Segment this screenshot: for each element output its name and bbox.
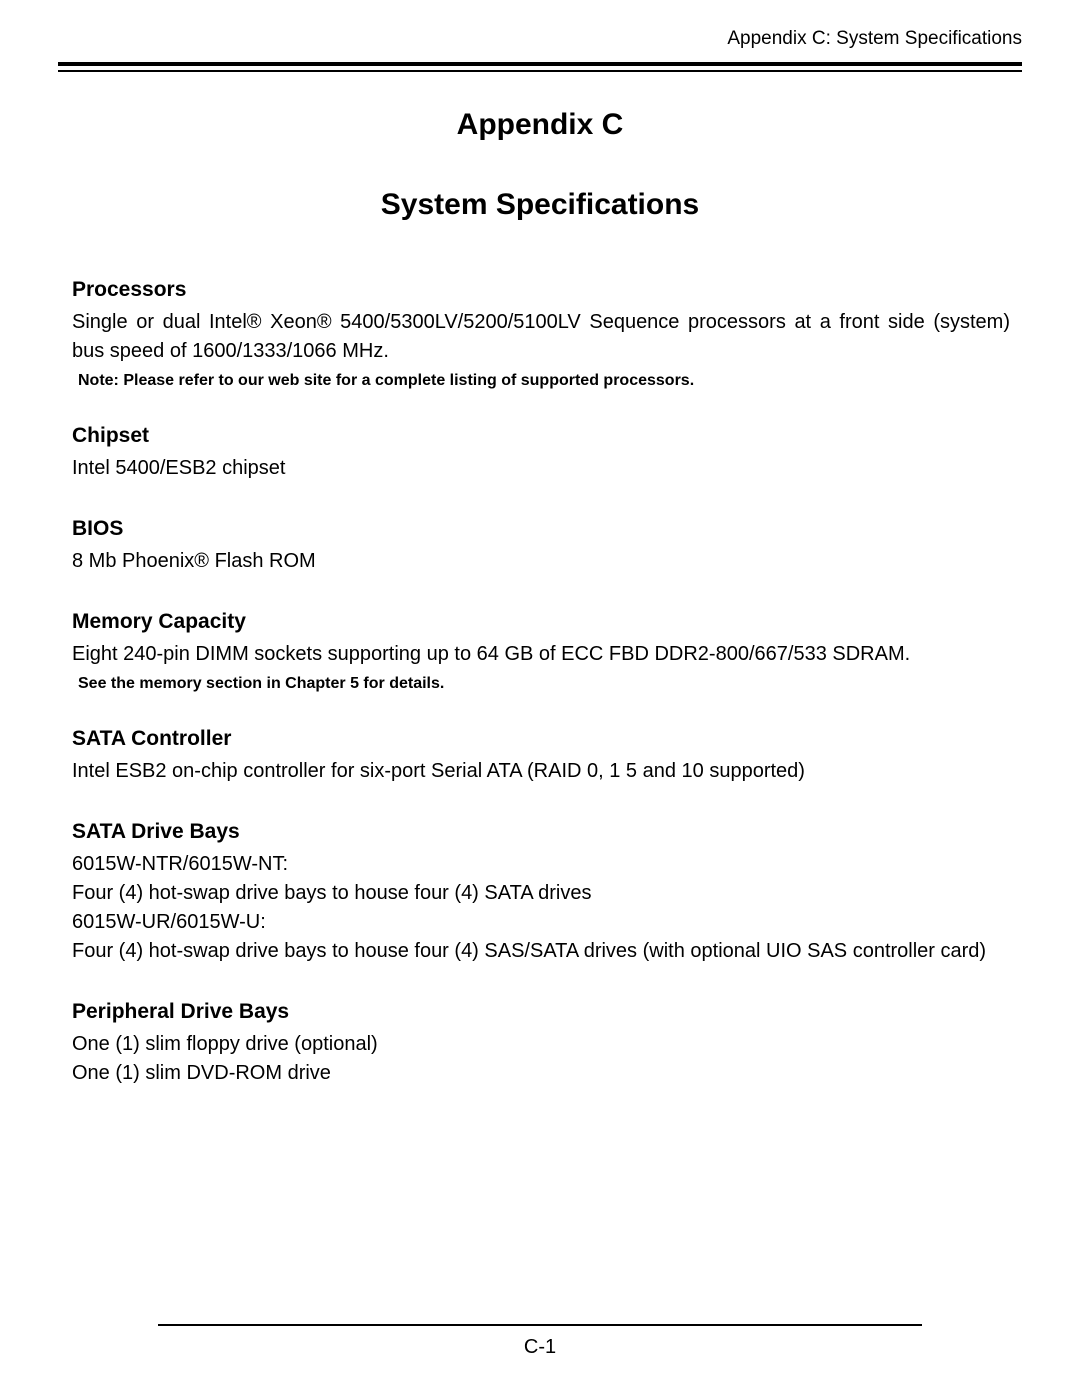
section-note: See the memory section in Chapter 5 for …: [78, 675, 1010, 693]
spec-line: Four (4) hot-swap drive bays to house fo…: [72, 937, 1010, 966]
title-block: Appendix C System Specifications: [58, 108, 1022, 222]
section-chipset: Chipset Intel 5400/ESB2 chipset: [72, 424, 1010, 483]
spec-line: 6015W-UR/6015W-U:: [72, 908, 1010, 937]
page-number: C-1: [58, 1336, 1022, 1359]
spec-line: One (1) slim DVD-ROM drive: [72, 1059, 1010, 1088]
section-peripheral-bays: Peripheral Drive Bays One (1) slim flopp…: [72, 1000, 1010, 1088]
section-body: Single or dual Intel® Xeon® 5400/5300LV/…: [72, 308, 1010, 366]
section-heading: SATA Controller: [72, 727, 1010, 751]
spec-line: Four (4) hot-swap drive bays to house fo…: [72, 879, 1010, 908]
section-body: Eight 240-pin DIMM sockets supporting up…: [72, 640, 1010, 669]
section-body: 8 Mb Phoenix® Flash ROM: [72, 547, 1010, 576]
appendix-label: Appendix C: [58, 108, 1022, 142]
content-area: Processors Single or dual Intel® Xeon® 5…: [58, 278, 1022, 1088]
section-heading: Memory Capacity: [72, 610, 1010, 634]
top-rule-thin: [58, 70, 1022, 72]
document-title: System Specifications: [58, 188, 1022, 222]
page: Appendix C: System Specifications Append…: [0, 0, 1080, 1397]
section-body: One (1) slim floppy drive (optional) One…: [72, 1030, 1010, 1088]
section-sata-bays: SATA Drive Bays 6015W-NTR/6015W-NT: Four…: [72, 820, 1010, 966]
section-body: 6015W-NTR/6015W-NT: Four (4) hot-swap dr…: [72, 850, 1010, 966]
section-bios: BIOS 8 Mb Phoenix® Flash ROM: [72, 517, 1010, 576]
section-heading: Processors: [72, 278, 1010, 302]
section-processors: Processors Single or dual Intel® Xeon® 5…: [72, 278, 1010, 390]
section-heading: BIOS: [72, 517, 1010, 541]
spec-line: 6015W-NTR/6015W-NT:: [72, 850, 1010, 879]
section-heading: Peripheral Drive Bays: [72, 1000, 1010, 1024]
top-rule-thick: [58, 62, 1022, 66]
running-head: Appendix C: System Specifications: [58, 28, 1022, 50]
section-memory: Memory Capacity Eight 240-pin DIMM socke…: [72, 610, 1010, 693]
section-body: Intel 5400/ESB2 chipset: [72, 454, 1010, 483]
section-heading: SATA Drive Bays: [72, 820, 1010, 844]
footer: C-1: [58, 1324, 1022, 1359]
bottom-rule: [158, 1324, 922, 1326]
section-note: Note: Please refer to our web site for a…: [78, 372, 1010, 390]
spec-line: One (1) slim floppy drive (optional): [72, 1030, 1010, 1059]
section-body: Intel ESB2 on-chip controller for six-po…: [72, 757, 1010, 786]
section-sata-controller: SATA Controller Intel ESB2 on-chip contr…: [72, 727, 1010, 786]
section-heading: Chipset: [72, 424, 1010, 448]
